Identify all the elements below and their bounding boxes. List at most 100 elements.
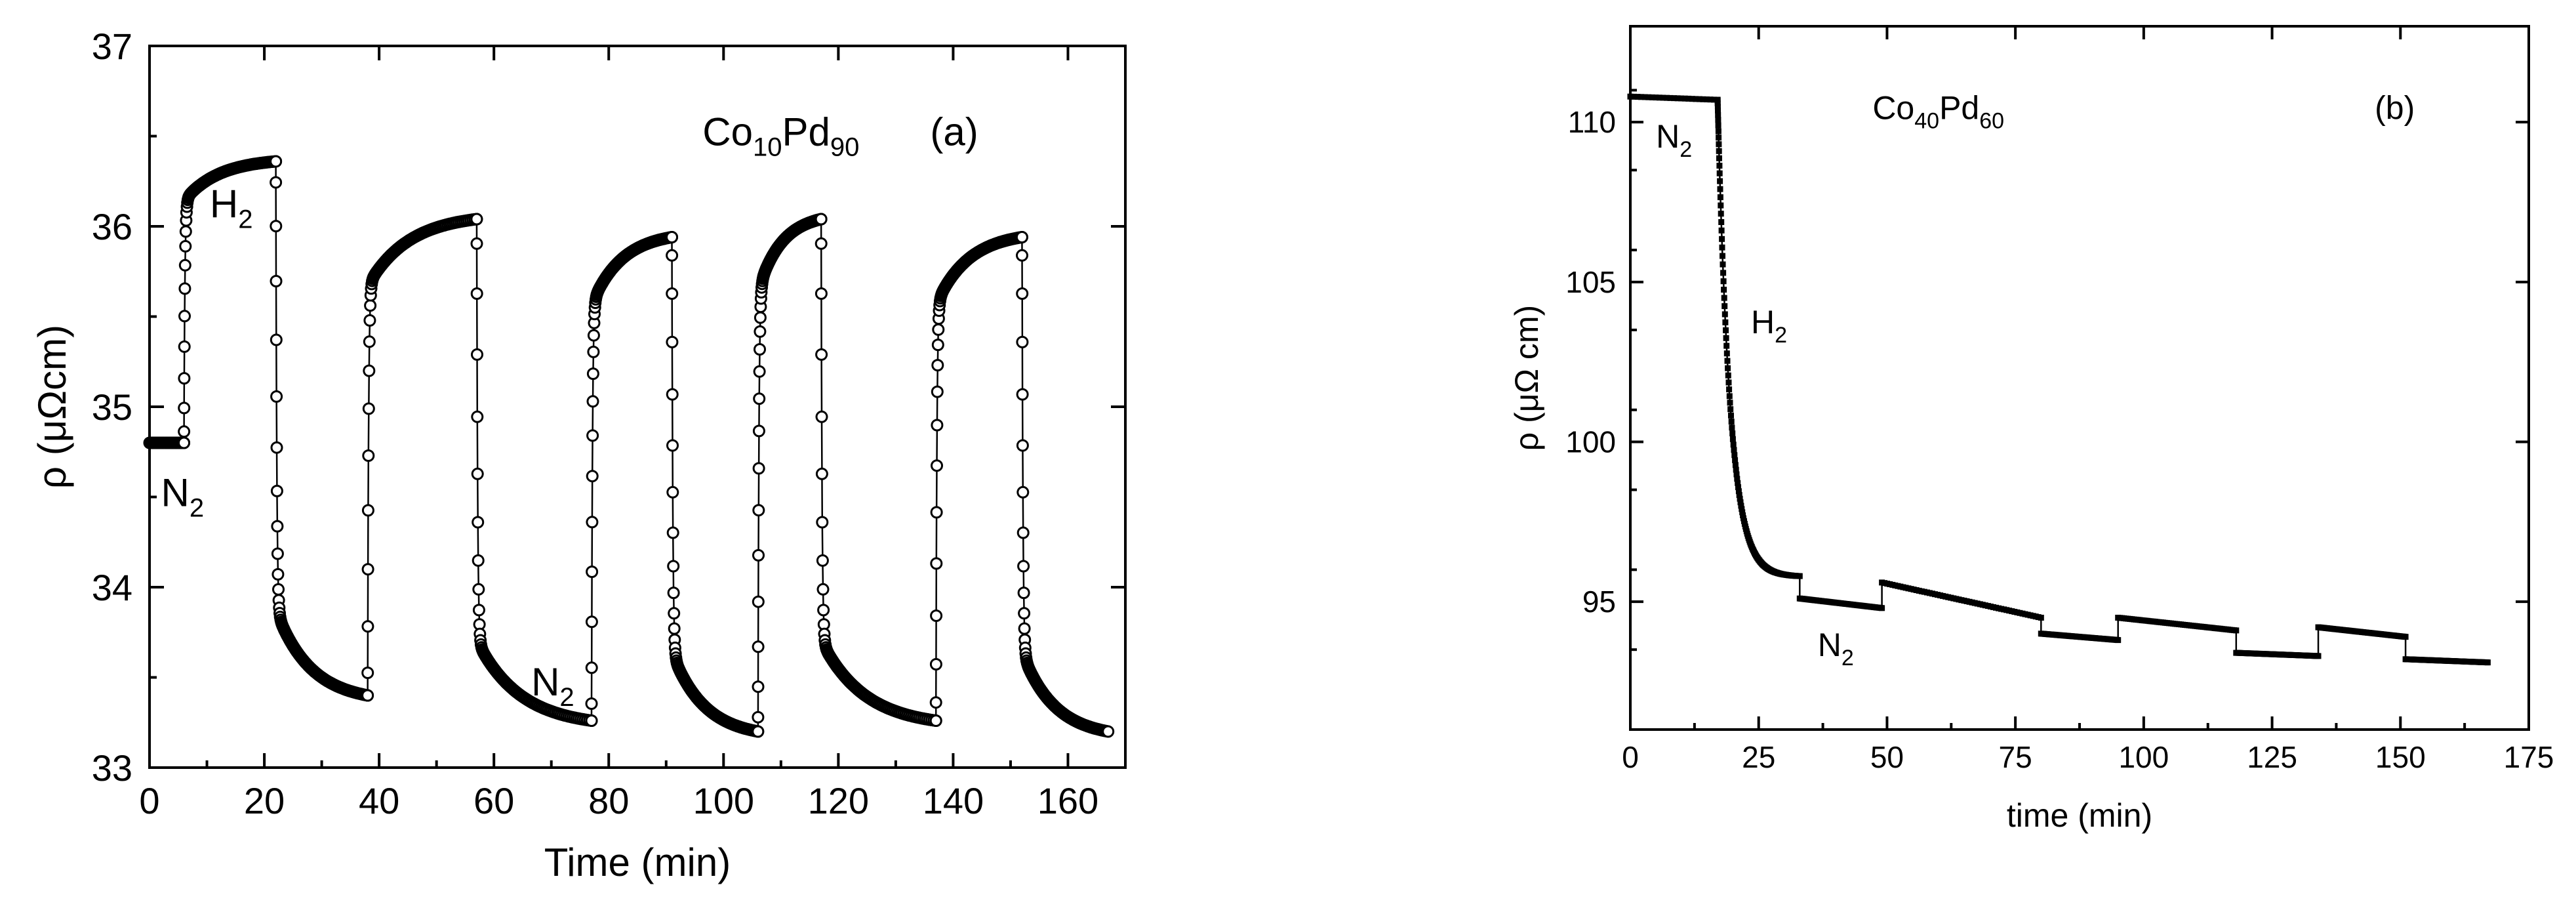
data-point — [2115, 637, 2122, 644]
data-point — [754, 325, 767, 338]
plot-frame — [1629, 25, 2530, 731]
data-point — [1735, 488, 1742, 495]
data-point — [815, 348, 828, 361]
x-tick-label: 80 — [588, 780, 629, 821]
data-point — [1016, 335, 1029, 348]
data-point — [1732, 457, 1739, 463]
data-point — [472, 516, 485, 529]
gas-annotation-sub: 2 — [559, 683, 574, 712]
data-point — [752, 680, 765, 693]
data-point — [1717, 178, 1723, 184]
y-tick-label: 33 — [92, 747, 132, 789]
data-point — [178, 258, 191, 272]
data-point — [815, 237, 828, 250]
data-point — [270, 220, 283, 233]
data-point — [178, 425, 191, 438]
data-point — [666, 485, 679, 499]
data-point — [1653, 94, 1659, 101]
data-point — [1731, 447, 1737, 453]
data-point — [1737, 495, 1743, 502]
data-point — [753, 365, 766, 378]
data-point — [472, 604, 485, 617]
data-point — [586, 395, 599, 408]
data-point — [1018, 622, 1031, 635]
data-series — [143, 155, 1115, 738]
data-point — [586, 367, 599, 381]
data-point — [929, 658, 942, 671]
data-point — [1721, 295, 1727, 301]
data-point — [364, 299, 377, 312]
y-axis-label: ρ (μΩcm) — [30, 325, 74, 489]
x-tick-label: 100 — [693, 780, 754, 821]
gas-annotation-sub: 2 — [1680, 137, 1692, 162]
y-tick-label: 100 — [1565, 424, 1616, 459]
data-point — [666, 287, 679, 300]
sample-element-1: Co — [1872, 89, 1914, 126]
y-tick-label: 37 — [92, 26, 132, 67]
x-tick-label: 0 — [1622, 740, 1639, 774]
data-point — [1700, 96, 1706, 102]
data-point — [1627, 93, 1634, 100]
data-point — [271, 520, 284, 533]
data-point — [1016, 526, 1030, 539]
data-point — [586, 566, 599, 578]
data-point — [1720, 253, 1725, 259]
data-point — [1729, 436, 1736, 442]
data-point — [178, 402, 191, 415]
y-tick-label: 34 — [92, 567, 132, 608]
data-point — [1731, 452, 1738, 459]
sample-label: Co10Pd90 — [702, 110, 859, 161]
data-point — [470, 213, 483, 226]
data-point — [270, 155, 283, 168]
panel-a-chart: 0 20 40 60 80 100 120 140 160 33 34 35 36 37 Time (min… — [30, 26, 1127, 884]
data-series — [1627, 93, 2491, 666]
data-point — [1018, 607, 1031, 620]
data-point — [1727, 400, 1733, 406]
data-point — [1017, 560, 1030, 573]
data-point — [667, 587, 680, 600]
data-point — [1693, 96, 1699, 102]
data-point — [472, 554, 485, 567]
x-tick-label: 160 — [1037, 780, 1098, 821]
data-point — [585, 697, 598, 710]
gas-annotation: H2 — [1751, 304, 1787, 348]
data-point — [1638, 94, 1645, 100]
data-point — [270, 441, 283, 454]
gas-annotation-sub: 2 — [1775, 323, 1787, 348]
x-tick-label: 60 — [473, 780, 514, 821]
data-point — [816, 554, 829, 567]
data-point — [1641, 94, 1648, 100]
data-point — [585, 661, 598, 674]
sample-sub-1: 40 — [1914, 108, 1939, 133]
data-point — [929, 714, 942, 727]
data-point — [472, 583, 485, 596]
data-point — [1703, 96, 1710, 102]
y-tick-label: 110 — [1568, 105, 1616, 139]
data-point — [587, 329, 600, 342]
gas-annotation: N2 — [161, 470, 205, 522]
data-point — [1724, 358, 1731, 364]
data-point — [1725, 379, 1732, 386]
data-point — [1723, 342, 1730, 349]
data-point — [1707, 96, 1714, 103]
data-point — [1717, 194, 1723, 201]
data-point — [668, 607, 681, 620]
data-point — [754, 343, 766, 356]
data-point — [930, 609, 943, 622]
data-point — [1681, 95, 1688, 102]
data-point — [932, 323, 945, 336]
x-axis-label: Time (min) — [544, 840, 731, 884]
data-point — [666, 388, 679, 401]
data-point — [586, 429, 599, 442]
data-point — [1738, 503, 1744, 509]
data-point — [815, 467, 828, 480]
data-point — [1723, 350, 1730, 357]
data-point — [1016, 439, 1029, 452]
x-axis-label: time (min) — [2007, 797, 2152, 834]
data-point — [1728, 412, 1734, 419]
data-point — [1721, 303, 1728, 310]
data-point — [752, 548, 765, 562]
data-point — [1634, 94, 1641, 100]
data-point — [1723, 335, 1729, 341]
data-point — [471, 467, 484, 480]
